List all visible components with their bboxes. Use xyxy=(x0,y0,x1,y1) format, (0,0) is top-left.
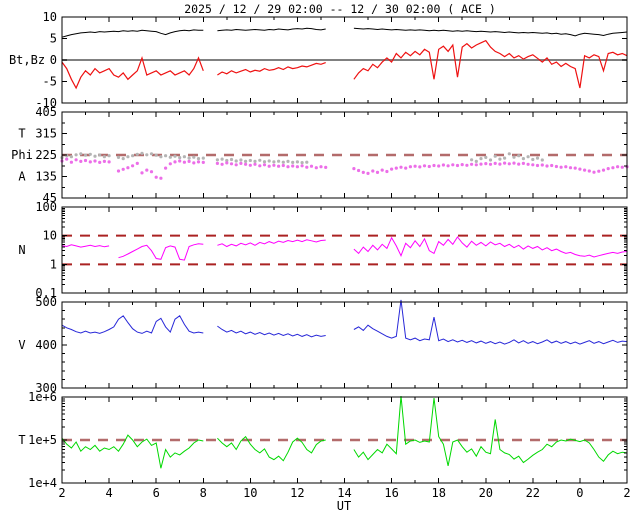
y-tick-label: 10 xyxy=(43,10,57,24)
y-tick-label: 5 xyxy=(50,32,57,46)
y-tick-label: 400 xyxy=(35,338,57,352)
series-phi-a xyxy=(60,157,629,180)
x-tick-label: 0 xyxy=(576,486,583,500)
panel-density: 100 10 1 0.1 N xyxy=(18,200,628,300)
panel-ylabel-temperature: T xyxy=(18,433,25,447)
y-tick-label: 300 xyxy=(35,381,57,395)
series-phi-gray xyxy=(60,151,544,165)
x-tick-label: 18 xyxy=(431,486,445,500)
panel-ylabel-phi: A xyxy=(18,170,26,184)
y-tick-label: 10 xyxy=(43,229,57,243)
y-tick-label: 0 xyxy=(50,53,57,67)
panels-layer: 1050-5-10Bt,Bz40531522513545TPhiA1001010… xyxy=(9,10,631,500)
y-tick-label: 1 xyxy=(50,257,57,271)
plot-title: 2025 / 12 / 29 02:00 -- 12 / 30 02:00 ( … xyxy=(184,2,496,16)
y-tick-label: 1e+6 xyxy=(28,390,57,404)
y-tick-label: 135 xyxy=(35,170,57,184)
series-v xyxy=(61,299,628,345)
panel-ylabel-bt-bz: Bt,Bz xyxy=(9,53,45,67)
y-tick-label: 45 xyxy=(43,191,57,205)
series-t xyxy=(61,396,628,469)
panel-bt-bz: 10 5 0 -5 -10 Bt,Bz xyxy=(9,10,628,110)
panel-phi: 405 315 225 135 45 T Phi A xyxy=(11,105,629,205)
y-tick-label: 500 xyxy=(35,295,57,309)
x-tick-label: 16 xyxy=(384,486,398,500)
y-tick-label: 1e+4 xyxy=(28,476,57,490)
y-tick-label: -10 xyxy=(35,96,57,110)
series-bz xyxy=(61,39,628,90)
x-tick-label: 4 xyxy=(105,486,112,500)
panel-ylabel-density: N xyxy=(18,243,25,257)
x-tick-label: 2 xyxy=(623,486,630,500)
y-tick-label: 405 xyxy=(35,105,57,119)
series-bt xyxy=(61,27,628,38)
x-tick-label: 10 xyxy=(243,486,257,500)
y-tick-label: 1e+5 xyxy=(28,433,57,447)
y-tick-label: 0.1 xyxy=(35,286,57,300)
x-tick-label: 22 xyxy=(526,486,540,500)
y-tick-label: 225 xyxy=(35,148,57,162)
panel-ylabel-speed: V xyxy=(18,338,25,352)
x-tick-label: 14 xyxy=(337,486,351,500)
panel-speed: 500 400 300 V xyxy=(18,295,628,395)
series-n xyxy=(61,236,628,261)
x-tick-label: 2 xyxy=(58,486,65,500)
x-axis-label: UT xyxy=(337,499,351,512)
y-tick-label: 315 xyxy=(35,127,57,141)
x-tick-label: 6 xyxy=(153,486,160,500)
x-tick-label: 12 xyxy=(290,486,304,500)
panel-ylabel-phi: Phi xyxy=(11,148,33,162)
x-tick-label: 8 xyxy=(200,486,207,500)
panel-temperature: 1e+6 1e+5 1e+4 T xyxy=(18,390,628,490)
y-tick-label: -5 xyxy=(43,75,57,89)
panel-ylabel-phi: T xyxy=(18,127,25,141)
y-tick-label: 100 xyxy=(35,200,57,214)
x-tick-label: 20 xyxy=(479,486,493,500)
